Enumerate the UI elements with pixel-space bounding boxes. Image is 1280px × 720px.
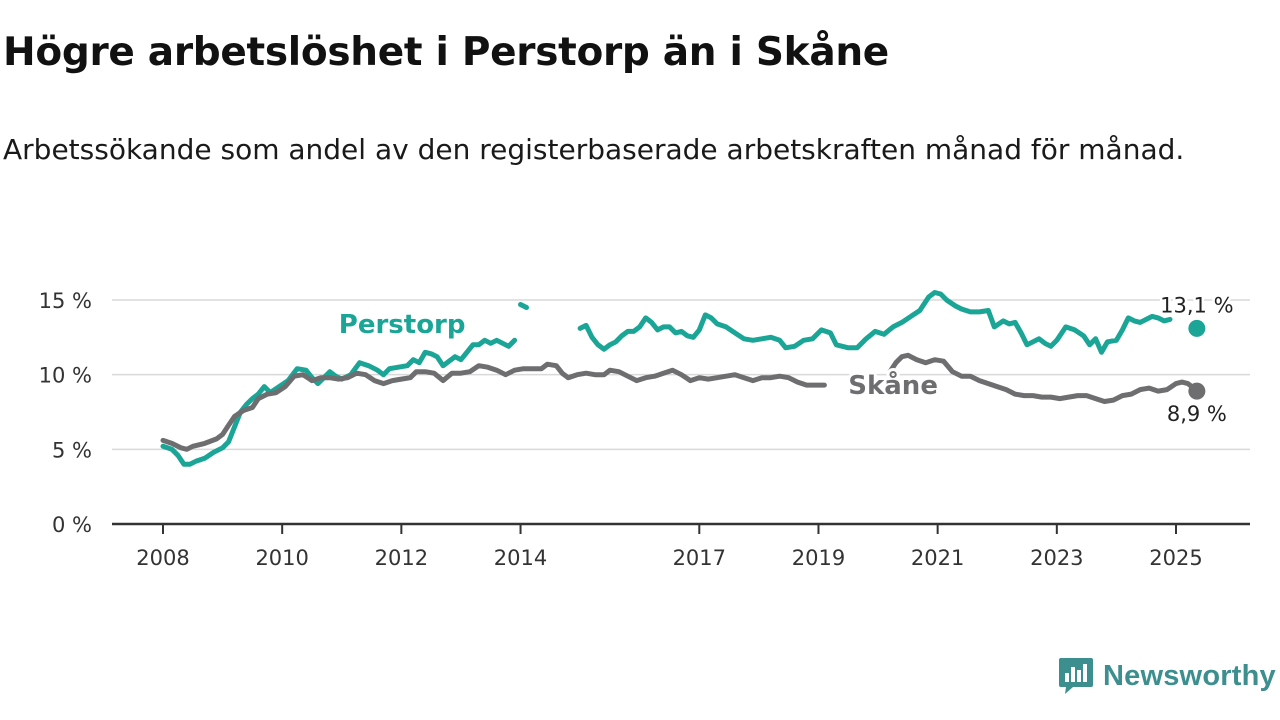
chart-subtitle: Arbetssökande som andel av den registerb… (3, 133, 1185, 166)
end-point-skåne (1188, 382, 1206, 400)
x-tick-label: 2025 (1149, 546, 1202, 570)
labels: Perstorp Skåne 13,1 % 8,9 % (336, 291, 1236, 429)
x-tick-label: 2008 (136, 546, 189, 570)
end-point-perstorp (1188, 319, 1206, 337)
end-value-label-perstorp: 13,1 % (1160, 293, 1233, 317)
brand-name: Newsworthy (1103, 659, 1276, 692)
axes: 0 % 5 % 10 % 15 % 2008 2010 2012 2014 2017 2019 20… (39, 289, 1250, 570)
x-tick-label: 2021 (911, 546, 964, 570)
newsworthy-chart-bubble-icon (1059, 658, 1093, 694)
series-line-skåne (160, 361, 827, 452)
newsworthy-logo: Newsworthy (1058, 655, 1276, 697)
y-tick-label: 10 % (39, 364, 92, 388)
x-tick-label: 2012 (375, 546, 428, 570)
chart-title: Högre arbetslöshet i Perstorp än i Skåne (3, 30, 889, 75)
series-line-perstorp (160, 337, 518, 467)
x-tick-label: 2023 (1030, 546, 1083, 570)
series-label-perstorp: Perstorp (339, 310, 466, 340)
y-tick-label: 15 % (39, 289, 92, 313)
y-tick-label: 0 % (52, 513, 92, 537)
y-tick-label: 5 % (52, 438, 92, 462)
series-line-skåne (887, 352, 1200, 404)
series-label-skåne: Skåne (848, 369, 938, 401)
end-value-label-skane: 8,9 % (1167, 402, 1227, 426)
series-line-perstorp (577, 290, 1173, 355)
series-line-perstorp (518, 302, 529, 310)
x-tick-label: 2010 (255, 546, 308, 570)
x-tick-label: 2017 (673, 546, 726, 570)
series-lines (160, 290, 1206, 467)
x-tick-label: 2014 (494, 546, 547, 570)
x-tick-label: 2019 (792, 546, 845, 570)
